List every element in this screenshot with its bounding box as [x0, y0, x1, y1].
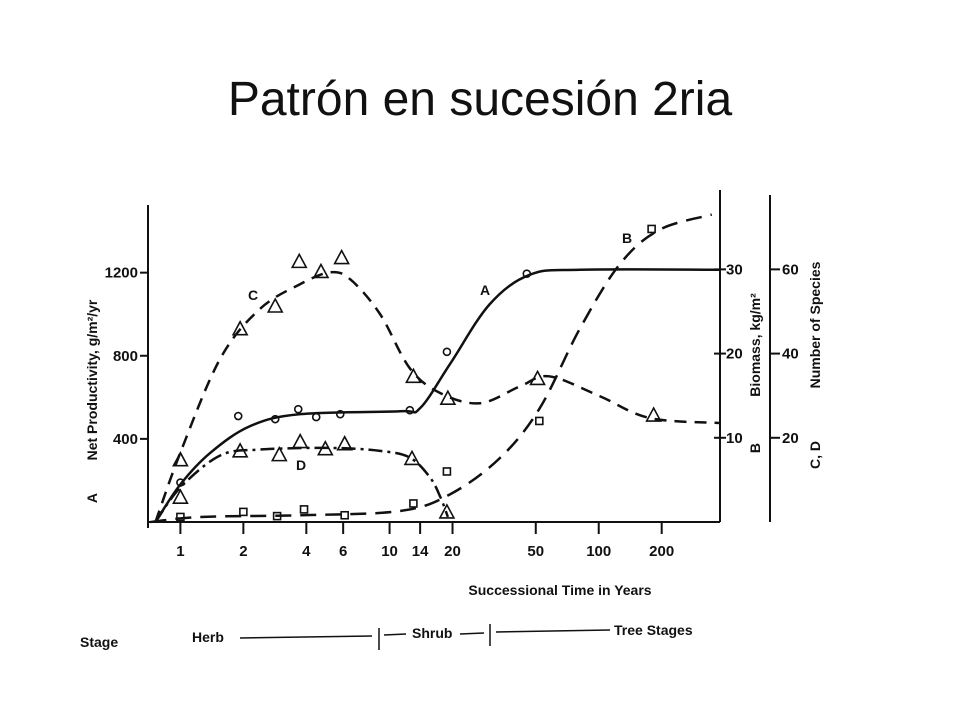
point: [290, 252, 308, 269]
point: [645, 406, 662, 422]
x-tick-label: 2: [239, 543, 247, 560]
point: [272, 511, 282, 521]
point: [442, 347, 452, 357]
point: [529, 369, 546, 386]
y3-axis-tag: C, D: [807, 441, 823, 469]
point: [233, 411, 243, 421]
point: [535, 416, 544, 426]
series-label: A: [480, 282, 490, 298]
series-line: [150, 213, 713, 524]
point: [647, 224, 656, 234]
point: [231, 320, 249, 336]
y2-tick-label: 10: [726, 430, 743, 447]
point: [312, 262, 330, 279]
y2-axis-tag: B: [747, 443, 763, 453]
point: [231, 442, 249, 458]
point: [172, 488, 189, 504]
slide-title: Patrón en sucesión 2ria: [228, 73, 733, 126]
x-tick-label: 14: [412, 543, 429, 560]
point: [405, 367, 422, 384]
point: [266, 297, 284, 313]
point: [439, 389, 457, 406]
point: [442, 467, 452, 476]
x-tick-label: 1: [176, 543, 184, 560]
y3-axis-label: Number of Species: [807, 261, 823, 388]
series-label: B: [622, 230, 632, 246]
point: [270, 445, 288, 462]
point: [409, 499, 418, 508]
point: [291, 432, 309, 449]
series-label: C: [248, 287, 258, 303]
series-label: D: [296, 457, 306, 473]
stage-name: Herb: [192, 629, 224, 645]
y-tick-label: 1200: [105, 265, 138, 282]
stage-lines: [239, 624, 611, 650]
stage-name: Shrub: [412, 625, 452, 641]
point: [336, 434, 354, 451]
y-tick-label: 800: [113, 348, 138, 365]
x-axis-label: Successional Time in Years: [468, 582, 651, 598]
point: [172, 450, 189, 467]
point: [335, 409, 345, 419]
point: [311, 412, 321, 422]
point: [438, 503, 456, 519]
y2-axis-label: Biomass, kg/m²: [747, 293, 763, 397]
axes: [147, 190, 771, 528]
point: [299, 505, 309, 514]
x-tick-label: 20: [444, 543, 461, 560]
point: [340, 510, 349, 520]
point: [316, 440, 334, 456]
stage-name: Tree Stages: [614, 622, 693, 638]
x-tick-label: 200: [649, 543, 674, 560]
point: [333, 248, 350, 265]
point: [405, 405, 415, 415]
x-tick-label: 50: [527, 543, 544, 560]
stage-label: Stage: [80, 634, 118, 650]
series-line: [154, 270, 720, 523]
series-line: [154, 446, 450, 523]
x-tick-label: 6: [339, 543, 347, 560]
point: [270, 414, 280, 424]
y-tick-label: 400: [113, 431, 138, 448]
y-axis-tag: A: [84, 493, 100, 503]
x-tick-label: 100: [586, 543, 611, 560]
y2-tick-label: 30: [726, 261, 743, 278]
x-tick-label: 4: [302, 543, 311, 560]
x-tick-label: 10: [381, 543, 398, 560]
y-axis-label: Net Productivity, g/m²/yr: [84, 299, 100, 460]
y3-tick-label: 20: [782, 430, 799, 447]
point: [176, 512, 185, 522]
point: [403, 449, 421, 466]
y3-tick-label: 60: [782, 261, 799, 278]
point: [522, 269, 532, 278]
y2-tick-label: 20: [726, 346, 743, 363]
y3-tick-label: 40: [782, 346, 799, 363]
series-line: [154, 268, 720, 523]
point: [293, 404, 303, 414]
point: [239, 507, 248, 517]
